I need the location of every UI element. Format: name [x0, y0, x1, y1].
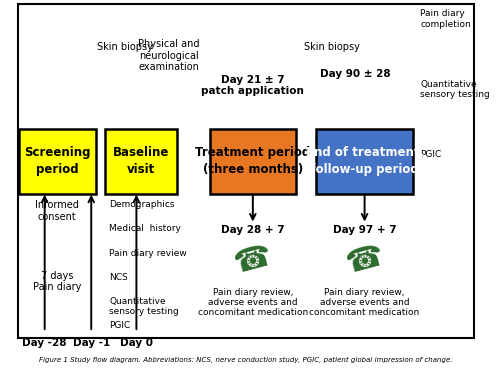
- Text: Pain diary review: Pain diary review: [110, 249, 187, 257]
- Text: 7 days
Pain diary: 7 days Pain diary: [33, 271, 82, 292]
- Text: PGIC: PGIC: [110, 321, 130, 330]
- Text: ☎: ☎: [230, 241, 275, 279]
- Text: Screening
period: Screening period: [24, 147, 90, 176]
- Text: Pain diary review,
adverse events and
concomitant medication: Pain diary review, adverse events and co…: [198, 288, 308, 317]
- Text: ☎: ☎: [342, 241, 386, 279]
- Text: Day -1: Day -1: [72, 338, 110, 348]
- Text: End of treatment,
(follow-up period): End of treatment, (follow-up period): [305, 147, 424, 176]
- Text: Pain diary
completion: Pain diary completion: [420, 9, 471, 29]
- Text: Figure 1 Study flow diagram. Abbreviations: NCS, nerve conduction study, PGIC, p: Figure 1 Study flow diagram. Abbreviatio…: [39, 357, 453, 363]
- Text: Day 0: Day 0: [120, 338, 153, 348]
- Text: Informed
consent: Informed consent: [36, 200, 79, 222]
- Text: Skin biopsy: Skin biopsy: [97, 42, 152, 52]
- Text: Day 28 + 7: Day 28 + 7: [221, 225, 284, 235]
- FancyBboxPatch shape: [19, 129, 96, 194]
- FancyBboxPatch shape: [210, 129, 296, 194]
- Text: NCS: NCS: [110, 273, 128, 282]
- Text: Treatment period
(three months): Treatment period (three months): [195, 147, 310, 176]
- Text: Demographics: Demographics: [110, 200, 175, 209]
- Text: Quantitative
sensory testing: Quantitative sensory testing: [110, 297, 179, 316]
- Text: Day -28: Day -28: [22, 338, 67, 348]
- Text: Day 97 + 7: Day 97 + 7: [333, 225, 396, 235]
- FancyBboxPatch shape: [316, 129, 414, 194]
- Text: Medical  history: Medical history: [110, 224, 182, 233]
- Text: Pain diary review,
adverse events and
concomitant medication: Pain diary review, adverse events and co…: [310, 288, 420, 317]
- Text: Quantitative
sensory testing: Quantitative sensory testing: [420, 80, 490, 99]
- Text: Baseline
visit: Baseline visit: [113, 147, 170, 176]
- Text: Day 21 ± 7
patch application: Day 21 ± 7 patch application: [202, 75, 304, 96]
- Text: PGIC: PGIC: [420, 150, 442, 159]
- Text: Physical and
neurological
examination: Physical and neurological examination: [138, 39, 200, 72]
- FancyBboxPatch shape: [105, 129, 177, 194]
- Text: Skin biopsy: Skin biopsy: [304, 42, 360, 52]
- Text: Day 90 ± 28: Day 90 ± 28: [320, 69, 390, 79]
